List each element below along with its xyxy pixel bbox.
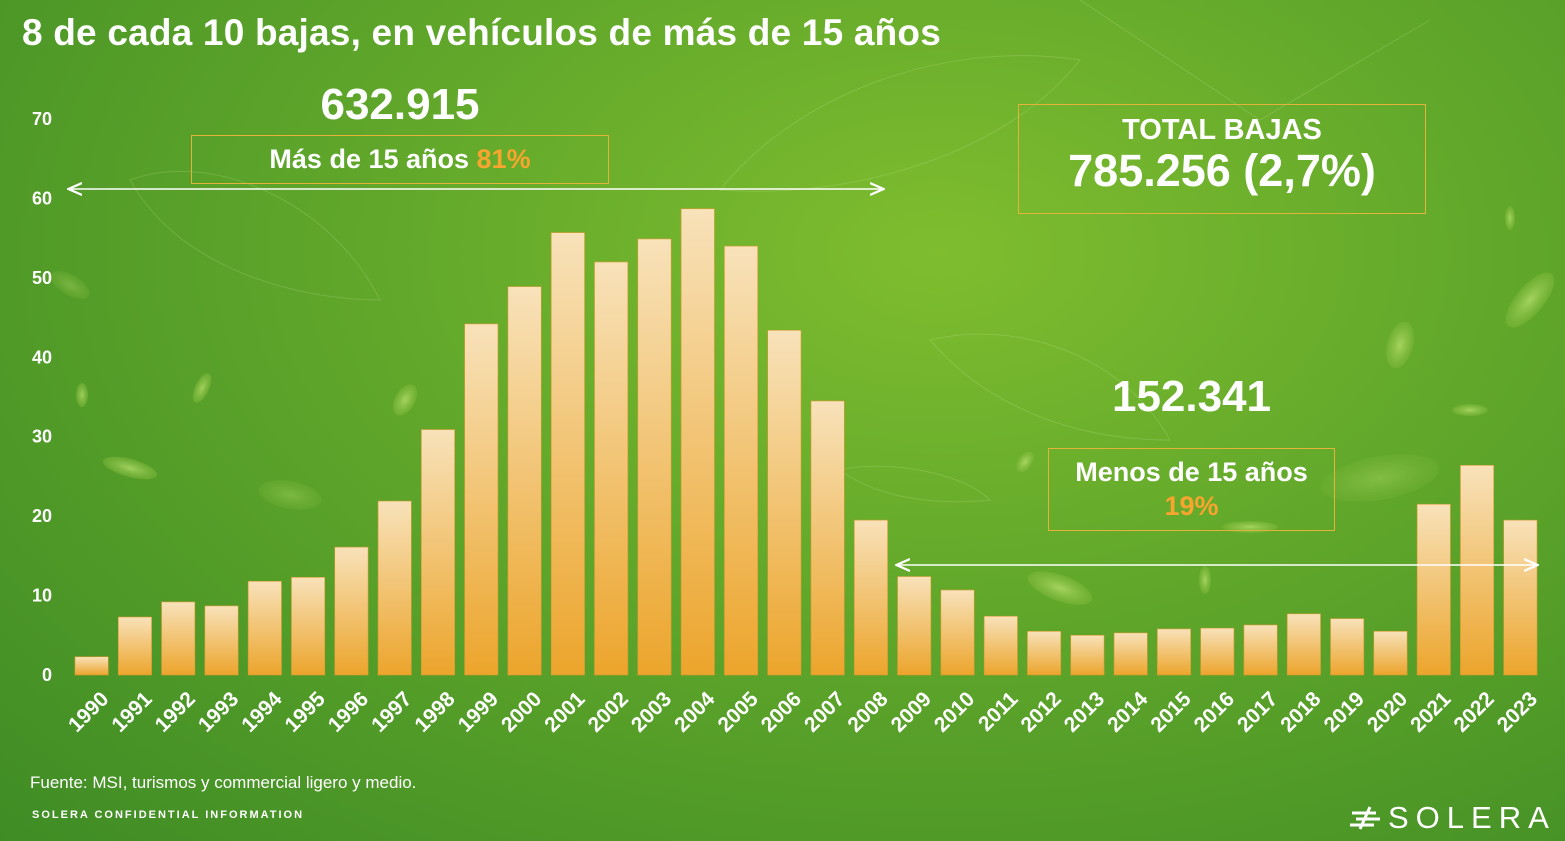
x-tick-label: 2004 bbox=[670, 687, 720, 737]
y-tick-label: 0 bbox=[42, 665, 52, 685]
x-tick-label: 2002 bbox=[584, 687, 633, 736]
x-tick-label: 2010 bbox=[930, 687, 979, 736]
y-tick-label: 70 bbox=[32, 109, 52, 129]
bar-1990 bbox=[74, 656, 109, 676]
bar-2000 bbox=[507, 286, 542, 676]
x-tick-label: 1991 bbox=[107, 687, 157, 737]
y-tick-label: 40 bbox=[32, 347, 52, 367]
right-group-box: Menos de 15 años 19% bbox=[1048, 448, 1335, 531]
y-tick-label: 10 bbox=[32, 586, 52, 606]
x-tick-label: 2021 bbox=[1406, 687, 1456, 737]
x-tick-label: 1995 bbox=[281, 687, 331, 737]
x-tick-label: 2008 bbox=[843, 687, 893, 737]
x-tick-label: 2011 bbox=[974, 687, 1023, 736]
bars bbox=[74, 208, 1538, 676]
bar-2013 bbox=[1070, 634, 1105, 676]
bar-2014 bbox=[1113, 632, 1148, 676]
y-tick-label: 50 bbox=[32, 268, 52, 288]
bar-2020 bbox=[1373, 631, 1408, 676]
bar-1992 bbox=[161, 601, 196, 676]
x-tick-label: 2019 bbox=[1320, 687, 1369, 736]
x-tick-label: 2000 bbox=[497, 687, 546, 736]
bar-2021 bbox=[1416, 503, 1451, 676]
left-group-label: Más de 15 años bbox=[269, 144, 470, 174]
bar-2008 bbox=[853, 519, 888, 676]
bar-2007 bbox=[810, 400, 845, 676]
bar-1998 bbox=[421, 429, 455, 676]
x-tick-label: 2003 bbox=[627, 687, 676, 736]
x-tick-label: 1990 bbox=[64, 687, 113, 736]
solera-logo-icon bbox=[1350, 806, 1380, 830]
bar-2017 bbox=[1243, 624, 1278, 676]
y-axis: 0 10 20 30 40 50 60 70 bbox=[32, 109, 52, 685]
total-bajas-value: 785.256 (2,7%) bbox=[1068, 145, 1376, 196]
left-group-total: 632.915 bbox=[320, 80, 480, 129]
y-tick-label: 20 bbox=[32, 506, 52, 526]
total-bajas-label: TOTAL BAJAS bbox=[1122, 114, 1322, 146]
source-note: Fuente: MSI, turismos y commercial liger… bbox=[30, 773, 417, 792]
bar-2002 bbox=[594, 261, 629, 676]
x-tick-label: 2014 bbox=[1103, 687, 1153, 737]
x-tick-label: 1999 bbox=[454, 687, 503, 736]
x-tick-label: 1992 bbox=[151, 687, 200, 736]
right-group-percent: 19% bbox=[1164, 491, 1219, 521]
bar-2009 bbox=[897, 576, 932, 676]
bar-2019 bbox=[1330, 618, 1365, 676]
bar-2005 bbox=[724, 245, 759, 676]
x-tick-label: 2012 bbox=[1017, 687, 1066, 736]
total-bajas-box: TOTAL BAJAS 785.256 (2,7%) bbox=[1018, 104, 1426, 214]
bar-1997 bbox=[377, 500, 412, 676]
y-tick-label: 60 bbox=[32, 188, 52, 208]
bar-2010 bbox=[940, 589, 975, 676]
x-axis: 1990199119921993199419951996199719981999… bbox=[64, 687, 1542, 737]
x-tick-label: 1994 bbox=[237, 687, 287, 737]
x-tick-label: 2013 bbox=[1060, 687, 1109, 736]
x-tick-label: 1997 bbox=[367, 687, 416, 736]
right-group-label: Menos de 15 años bbox=[1075, 457, 1308, 487]
confidential-note: SOLERA CONFIDENTIAL INFORMATION bbox=[32, 809, 305, 821]
x-tick-label: 2007 bbox=[800, 687, 849, 736]
bar-2018 bbox=[1286, 613, 1321, 676]
bar-2015 bbox=[1157, 628, 1191, 676]
left-group-box: Más de 15 años 81% bbox=[191, 135, 609, 184]
bar-2016 bbox=[1200, 627, 1235, 676]
x-tick-label: 2001 bbox=[540, 687, 590, 737]
bar-2023 bbox=[1503, 519, 1538, 676]
bar-2001 bbox=[550, 232, 585, 676]
bar-2006 bbox=[767, 329, 802, 676]
x-tick-label: 1993 bbox=[194, 687, 243, 736]
x-tick-label: 2023 bbox=[1493, 687, 1542, 736]
bar-1996 bbox=[334, 546, 369, 676]
bar-2011 bbox=[983, 615, 1018, 676]
bar-1994 bbox=[247, 580, 282, 676]
x-tick-label: 1996 bbox=[324, 687, 373, 736]
x-tick-label: 2006 bbox=[757, 687, 806, 736]
x-tick-label: 2015 bbox=[1146, 687, 1196, 737]
y-tick-label: 30 bbox=[32, 427, 52, 447]
x-tick-label: 2017 bbox=[1233, 687, 1282, 736]
bar-2003 bbox=[637, 238, 672, 676]
x-tick-label: 1998 bbox=[410, 687, 460, 737]
x-tick-label: 2005 bbox=[713, 687, 763, 737]
solera-logo-text: SOLERA bbox=[1388, 800, 1556, 835]
bar-2004 bbox=[680, 208, 715, 676]
x-tick-label: 2009 bbox=[887, 687, 936, 736]
bar-2022 bbox=[1460, 465, 1495, 676]
right-group-total: 152.341 bbox=[1111, 372, 1272, 421]
bar-2012 bbox=[1027, 631, 1062, 676]
solera-logo: SOLERA bbox=[1348, 800, 1556, 836]
x-tick-label: 2022 bbox=[1449, 687, 1498, 736]
x-tick-label: 2016 bbox=[1190, 687, 1239, 736]
page-title: 8 de cada 10 bajas, en vehículos de más … bbox=[22, 12, 941, 53]
bar-1999 bbox=[464, 323, 499, 676]
x-tick-label: 2018 bbox=[1276, 687, 1326, 737]
bar-1991 bbox=[117, 616, 152, 676]
bar-1995 bbox=[291, 577, 326, 676]
x-tick-label: 2020 bbox=[1363, 687, 1412, 736]
left-group-percent: 81% bbox=[476, 144, 531, 174]
bar-1993 bbox=[204, 605, 239, 676]
